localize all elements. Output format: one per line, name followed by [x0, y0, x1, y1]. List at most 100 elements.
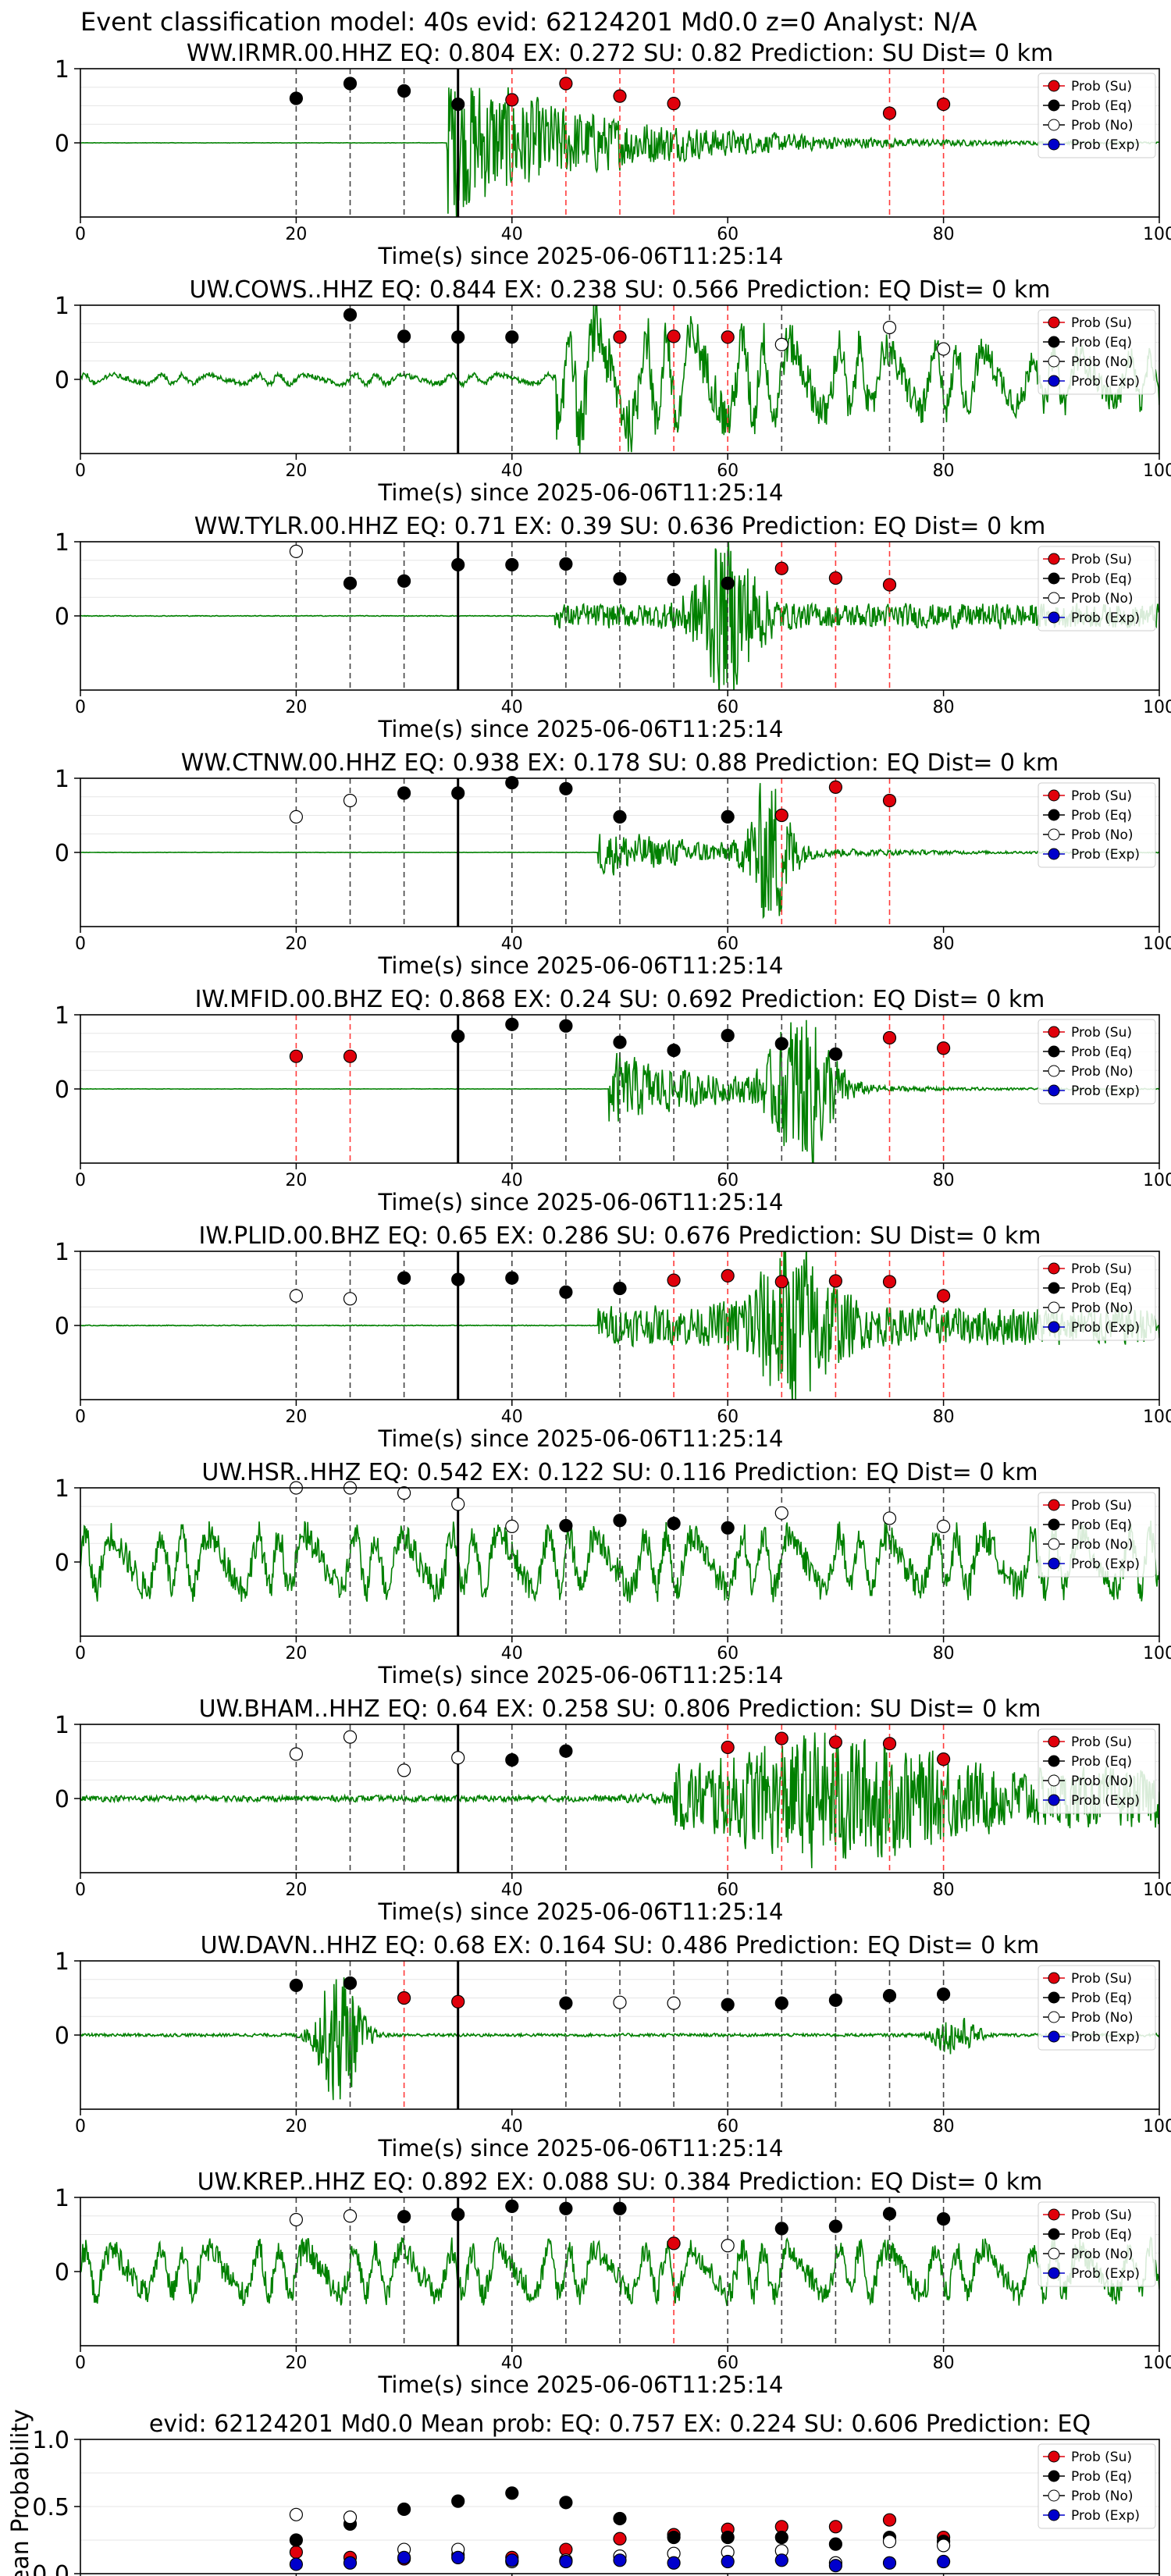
prob-point-no: [289, 809, 303, 824]
prob-point-eq: [451, 786, 465, 800]
y-tick-label: 0.5: [32, 2494, 69, 2521]
legend-marker-no: [1048, 1301, 1060, 1314]
prob-point-su: [936, 1752, 951, 1767]
x-tick-label: 80: [933, 934, 955, 954]
prob-point-eq: [289, 91, 303, 105]
y-tick-label: 0: [55, 840, 69, 867]
subplot-4: WW.CTNW.00.HHZ EQ: 0.938 EX: 0.178 SU: 0…: [55, 749, 1171, 979]
mean-point-eq: [397, 2502, 411, 2517]
legend-label-eq: Prob (Eq): [1071, 1281, 1132, 1297]
prob-point-eq: [397, 2210, 411, 2224]
plot-area: [80, 1724, 1159, 1873]
prob-point-eq: [505, 557, 519, 572]
prob-point-eq: [451, 98, 465, 112]
x-tick-label: 60: [717, 1880, 739, 1900]
prob-point-su: [882, 793, 897, 808]
mean-point-eq: [559, 2496, 573, 2510]
x-tick-label: 20: [285, 461, 307, 481]
mean-point-exp: [397, 2550, 411, 2564]
prob-point-su: [721, 330, 735, 344]
prob-point-eq: [721, 1521, 735, 1535]
x-tick-label: 60: [717, 1171, 739, 1190]
prob-point-su: [936, 98, 951, 112]
subplot-5: IW.MFID.00.BHZ EQ: 0.868 EX: 0.24 SU: 0.…: [55, 986, 1171, 1215]
prob-point-su: [721, 1268, 735, 1283]
legend-label-no: Prob (No): [1071, 2010, 1134, 2026]
legend-marker-su: [1048, 553, 1060, 565]
x-axis-label: Time(s) since 2025-06-06T11:25:14: [378, 1898, 784, 1925]
legend-marker-no: [1048, 355, 1060, 368]
subplot-1: WW.IRMR.00.HHZ EQ: 0.804 EX: 0.272 SU: 0…: [55, 40, 1171, 269]
x-axis-label: Time(s) since 2025-06-06T11:25:14: [378, 479, 784, 506]
prob-point-no: [667, 1996, 681, 2010]
legend-marker-eq: [1048, 1755, 1060, 1767]
legend-marker-su: [1048, 2450, 1060, 2463]
subplot-10: UW.KREP..HHZ EQ: 0.892 EX: 0.088 SU: 0.3…: [55, 2169, 1171, 2398]
x-tick-label: 20: [285, 1880, 307, 1900]
legend-label-eq: Prob (Eq): [1071, 1517, 1132, 1533]
subplot-3: WW.TYLR.00.HHZ EQ: 0.71 EX: 0.39 SU: 0.6…: [55, 513, 1171, 742]
y-tick-label: 1: [55, 529, 69, 557]
legend-label-no: Prob (No): [1071, 1064, 1134, 1080]
legend-marker-eq: [1048, 99, 1060, 112]
legend-label-eq: Prob (Eq): [1071, 1991, 1132, 2006]
prob-point-no: [936, 1519, 951, 1534]
prob-point-su: [774, 808, 788, 823]
prob-point-su: [667, 1273, 681, 1287]
y-tick-label: 1: [55, 293, 69, 320]
x-axis-label: Time(s) since 2025-06-06T11:25:14: [378, 2371, 784, 2398]
x-tick-label: 0: [75, 1407, 86, 1427]
legend-marker-su: [1048, 789, 1060, 802]
prob-point-su: [882, 1275, 897, 1289]
plot-area: [80, 542, 1159, 690]
legend-marker-su: [1048, 1262, 1060, 1275]
legend-marker-no: [1048, 1065, 1060, 1077]
legend-marker-su: [1048, 316, 1060, 329]
plot-area: [80, 69, 1159, 217]
legend-label-no: Prob (No): [1071, 827, 1134, 843]
prob-point-eq: [828, 2219, 843, 2233]
plot-area: [80, 305, 1159, 454]
prob-point-no: [397, 1486, 411, 1500]
legend-marker-eq: [1048, 1991, 1060, 2004]
x-tick-label: 60: [717, 698, 739, 717]
x-tick-label: 20: [285, 1171, 307, 1190]
legend-marker-su: [1048, 1026, 1060, 1038]
x-tick-label: 80: [933, 1407, 955, 1427]
legend-marker-exp: [1048, 2267, 1060, 2279]
prob-point-eq: [559, 1019, 573, 1033]
legend-marker-exp: [1048, 848, 1060, 860]
legend-marker-no: [1048, 1774, 1060, 1787]
legend-marker-exp: [1048, 1321, 1060, 1333]
mean-point-exp: [613, 2553, 627, 2567]
plot-area: [80, 778, 1159, 927]
mean-point-exp: [667, 2556, 681, 2570]
x-tick-label: 100: [1143, 225, 1171, 244]
mean-point-su: [828, 2520, 843, 2534]
legend-label-su: Prob (Su): [1071, 2450, 1132, 2465]
waveform-trace: [80, 1732, 1159, 1869]
prob-point-no: [451, 1751, 465, 1765]
x-tick-label: 100: [1143, 1407, 1171, 1427]
prob-point-eq: [343, 576, 358, 590]
prob-point-eq: [559, 1744, 573, 1758]
legend-label-eq: Prob (Eq): [1071, 2469, 1132, 2485]
prob-point-eq: [882, 2207, 897, 2221]
x-tick-label: 100: [1143, 1644, 1171, 1663]
y-tick-label: 1: [55, 2185, 69, 2212]
prob-point-no: [882, 1511, 897, 1525]
mean-point-exp: [828, 2559, 843, 2573]
x-axis-label: Time(s) since 2025-06-06T11:25:14: [378, 1189, 784, 1215]
legend-label-no: Prob (No): [1071, 1774, 1134, 1789]
x-tick-label: 20: [285, 934, 307, 954]
legend-label-su: Prob (Su): [1071, 2208, 1132, 2223]
prob-point-eq: [559, 1518, 573, 1533]
prob-point-su: [774, 1275, 788, 1289]
mean-point-eq: [828, 2537, 843, 2551]
waveform-trace: [80, 1977, 1159, 2101]
legend-marker-su: [1048, 1972, 1060, 1984]
legend-marker-su: [1048, 2208, 1060, 2221]
y-tick-label: 1: [55, 1948, 69, 1976]
mean-point-exp: [721, 2554, 735, 2569]
